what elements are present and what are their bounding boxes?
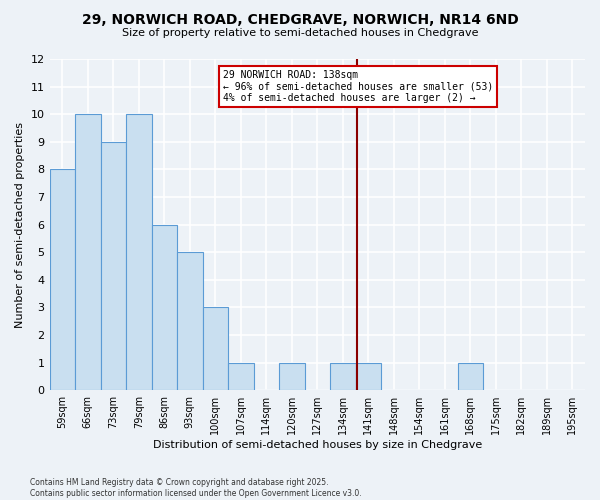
Text: Contains HM Land Registry data © Crown copyright and database right 2025.
Contai: Contains HM Land Registry data © Crown c… xyxy=(30,478,362,498)
Bar xyxy=(50,170,75,390)
Bar xyxy=(458,362,483,390)
X-axis label: Distribution of semi-detached houses by size in Chedgrave: Distribution of semi-detached houses by … xyxy=(152,440,482,450)
Bar xyxy=(203,308,228,390)
Bar xyxy=(356,362,381,390)
Text: Size of property relative to semi-detached houses in Chedgrave: Size of property relative to semi-detach… xyxy=(122,28,478,38)
Bar xyxy=(126,114,152,390)
Bar xyxy=(228,362,254,390)
Bar xyxy=(101,142,126,390)
Bar xyxy=(330,362,356,390)
Text: 29, NORWICH ROAD, CHEDGRAVE, NORWICH, NR14 6ND: 29, NORWICH ROAD, CHEDGRAVE, NORWICH, NR… xyxy=(82,12,518,26)
Bar xyxy=(152,224,177,390)
Bar xyxy=(177,252,203,390)
Y-axis label: Number of semi-detached properties: Number of semi-detached properties xyxy=(15,122,25,328)
Text: 29 NORWICH ROAD: 138sqm
← 96% of semi-detached houses are smaller (53)
4% of sem: 29 NORWICH ROAD: 138sqm ← 96% of semi-de… xyxy=(223,70,493,103)
Bar xyxy=(279,362,305,390)
Bar xyxy=(75,114,101,390)
